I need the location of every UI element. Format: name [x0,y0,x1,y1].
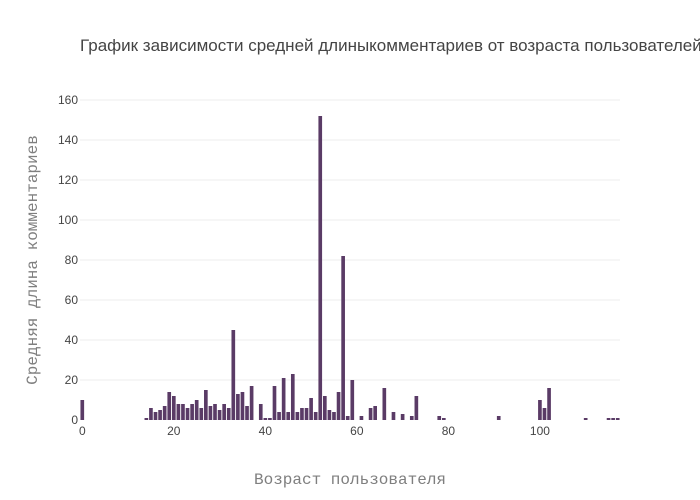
bar [300,408,304,420]
bar [304,408,309,420]
x-axis-ticks: 0 20 40 60 80 100 [79,424,550,438]
bar [318,116,323,420]
bar [185,408,190,420]
x-tick-label: 60 [350,424,364,438]
bar [437,416,442,420]
bar [258,404,263,420]
bar [391,412,396,420]
bar [295,412,300,420]
y-tick-label: 140 [58,133,78,147]
bar [80,400,85,420]
y-tick-label: 120 [58,173,78,187]
bar [208,406,213,420]
bar [583,418,588,420]
x-tick-label: 100 [530,424,550,438]
y-tick-label: 0 [71,413,78,427]
y-tick-label: 40 [65,333,79,347]
bar [336,392,341,420]
bar [359,416,364,420]
bar [277,412,281,420]
bar [538,400,542,420]
bar [547,388,551,420]
y-tick-label: 100 [58,213,78,227]
bar [332,412,336,420]
bar [144,418,149,420]
bar [615,418,620,420]
bar [149,408,153,420]
x-tick-label: 0 [79,424,86,438]
bar [263,418,268,420]
y-axis-ticks: 0 20 40 60 80 100 120 140 160 [58,93,78,427]
x-tick-label: 40 [259,424,273,438]
bar [226,408,231,420]
bar [231,330,236,420]
bar [409,416,414,420]
bar [286,412,291,420]
bar [249,386,254,420]
bar [268,418,272,420]
bar [313,412,318,420]
y-tick-label: 160 [58,93,78,107]
bar [204,390,208,420]
bar [245,406,249,420]
bar [171,396,176,420]
bar [190,404,194,420]
bar [167,392,172,420]
bar [272,386,277,420]
bar [309,398,313,420]
bar [350,380,355,420]
bar [414,396,419,420]
y-tick-label: 20 [65,373,79,387]
bar [176,404,181,420]
bar [611,418,615,420]
bar [606,418,611,420]
bar [240,392,245,420]
bar [194,400,199,420]
bar [373,406,377,420]
y-tick-label: 80 [65,253,79,267]
bar [327,410,332,420]
bar [290,374,295,420]
bar [441,418,446,420]
bar [368,408,373,420]
x-tick-label: 80 [442,424,456,438]
bar [496,416,501,420]
bar [153,412,158,420]
chart-title: График зависимости средней длиныкоммента… [80,36,700,55]
bars [80,116,620,420]
bar [162,406,167,420]
bar [542,408,547,420]
x-tick-label: 20 [167,424,181,438]
x-axis-label: Возраст пользователя [254,471,446,489]
bar [181,404,185,420]
bar [158,410,162,420]
bar [323,396,327,420]
bar [382,388,387,420]
bar [199,408,204,420]
bar [217,410,222,420]
bar [345,416,350,420]
bar [341,256,345,420]
y-tick-label: 60 [65,293,79,307]
bar [281,378,286,420]
bar [400,414,405,420]
gridlines [80,99,620,381]
bar [236,394,240,420]
bar [222,404,226,420]
y-axis-label: Средняя длина комментариев [24,135,42,385]
bar [213,404,217,420]
